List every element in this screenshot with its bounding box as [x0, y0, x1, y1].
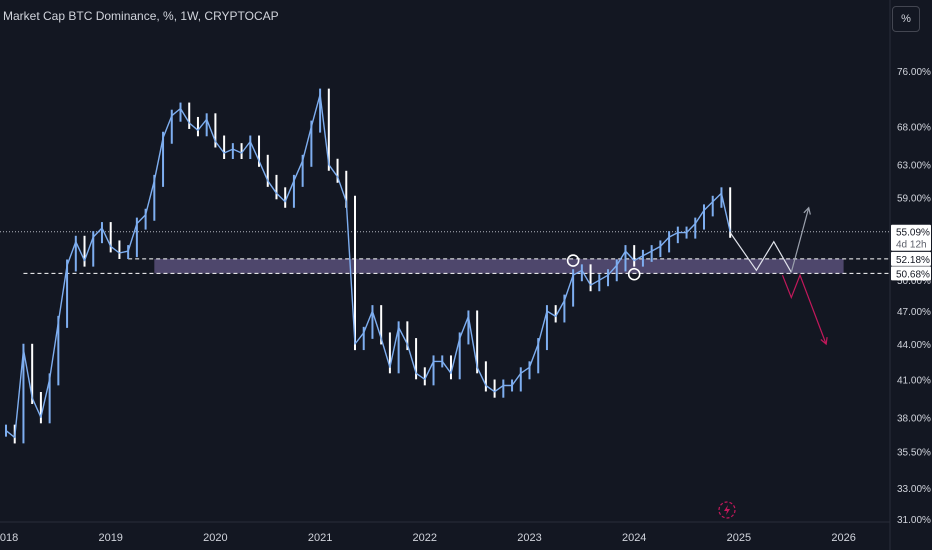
projection-arrow-up [803, 206, 811, 215]
projection-path-down [781, 273, 827, 345]
events-icon [718, 501, 736, 519]
lightning-icon [724, 505, 730, 515]
projection-path-white [729, 232, 792, 273]
y-tick-label: 68.00% [897, 123, 931, 134]
price-line [5, 93, 731, 439]
y-tick-label: 35.50% [897, 447, 931, 458]
x-tick-label: 2023 [517, 532, 541, 544]
x-tick-label: 2021 [308, 532, 332, 544]
price-series [5, 88, 732, 444]
level-upper-tag: 52.18% [896, 255, 930, 266]
events-icon-ring [718, 501, 736, 519]
x-tick-label: 2022 [413, 532, 437, 544]
x-tick-label: 2026 [831, 532, 855, 544]
last-price-tag: 55.09% [896, 228, 930, 239]
y-tick-label: 50.00% [897, 276, 931, 287]
y-tick-label: 59.00% [897, 193, 931, 204]
x-tick-label: 2018 [0, 532, 18, 544]
y-tick-label: 76.00% [897, 67, 931, 78]
chart-title: Market Cap BTC Dominance, %, 1W, CRYPTOC… [3, 9, 279, 23]
plot-area [0, 0, 890, 520]
x-tick-label: 2025 [727, 532, 751, 544]
x-tick-label: 2020 [203, 532, 227, 544]
projection-path-up [790, 207, 810, 273]
y-tick-label: 44.00% [897, 340, 931, 351]
level-lower-tag-bg [891, 266, 931, 281]
y-tick-label: 41.00% [897, 375, 931, 386]
projection-arrow-down [820, 337, 828, 346]
marker-circle [627, 267, 641, 281]
x-tick-label: 2024 [622, 532, 646, 544]
unit-toggle-button[interactable]: % [892, 6, 920, 32]
y-tick-label: 47.00% [897, 307, 931, 318]
last-price-tag-bg [891, 224, 931, 251]
y-tick-label: 63.00% [897, 161, 931, 172]
countdown-label: 4d 12h [896, 240, 927, 251]
x-tick-label: 2019 [98, 532, 122, 544]
y-tick-label: 33.00% [897, 484, 931, 495]
zone-rectangle [154, 258, 844, 274]
y-tick-label: 38.00% [897, 413, 931, 424]
y-tick-label: 31.00% [897, 515, 931, 526]
marker-circle [566, 254, 580, 267]
level-lower-tag: 50.68% [896, 269, 930, 280]
level-upper-tag-bg [891, 251, 931, 266]
